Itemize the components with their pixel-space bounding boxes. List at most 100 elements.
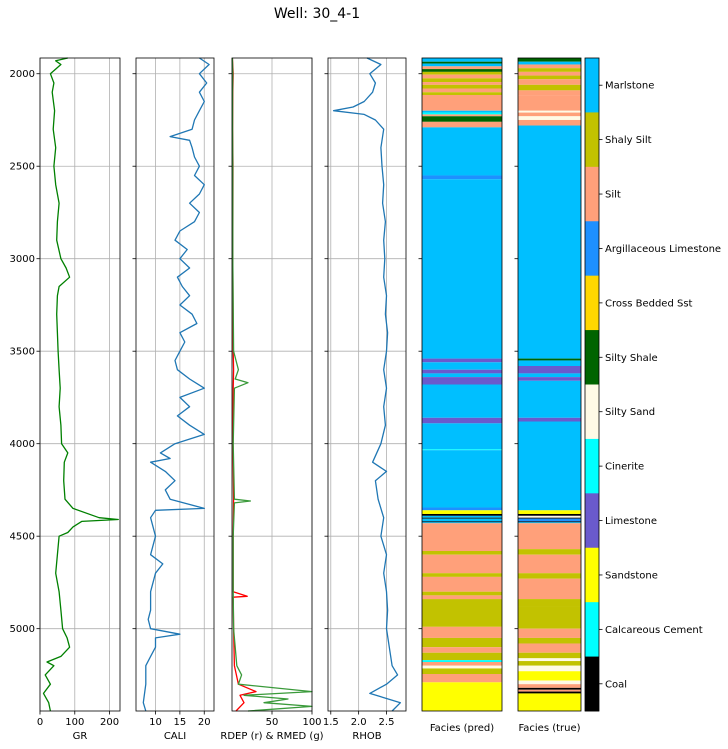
facies-interval [518, 693, 581, 711]
legend-swatch [585, 602, 599, 657]
track-gr: 2000 2500 3000 3500 4000 4500 5000 0 100 200 GR [10, 57, 121, 742]
x-tick-label: 10 [149, 717, 162, 728]
axes-frame [39, 57, 121, 712]
legend-entry: Sandstone [585, 547, 658, 603]
facies-interval [518, 517, 581, 519]
facies-interval [422, 515, 502, 518]
facies-interval [422, 114, 502, 117]
legend-swatch [585, 166, 599, 222]
facies-interval [518, 665, 581, 672]
axes-frame [327, 57, 407, 712]
facies-interval [518, 521, 581, 523]
legend-label: Argillaceous Limestone [605, 244, 721, 255]
facies-interval [518, 84, 581, 91]
facies-interval [518, 628, 581, 638]
facies-interval [422, 674, 502, 683]
x-tick-label: 100 [302, 717, 321, 728]
facies-interval [518, 79, 581, 85]
legend-swatch [585, 438, 599, 494]
facies-interval [518, 95, 581, 111]
depth-tick-label: 4000 [10, 439, 35, 450]
x-tick-label: 100 [65, 717, 84, 728]
x-axis-label: Facies (true) [518, 723, 580, 734]
axes-frame [231, 57, 313, 712]
facies-interval [518, 599, 581, 607]
x-tick-label: 2.5 [379, 717, 395, 728]
axes-frame [517, 57, 582, 712]
legend-swatch [585, 112, 599, 168]
legend-entry: Silty Shale [585, 330, 658, 385]
facies-interval [518, 90, 581, 96]
legend-entry: Cross Bedded Sst [585, 275, 693, 331]
facies-interval [518, 61, 581, 65]
facies-interval [422, 660, 502, 662]
facies-interval [518, 522, 581, 524]
track-rhob: 1.5 2.0 2.5 RHOB [323, 57, 407, 742]
facies-colorbar: Marlstone Shaly Silt Silt Argillaceous Lime… [584, 57, 721, 712]
legend-entry: Argillaceous Limestone [585, 221, 721, 277]
facies-interval [422, 517, 502, 519]
facies-interval [518, 523, 581, 550]
facies-interval [518, 110, 581, 113]
facies-interval [422, 591, 502, 596]
legend-label: Silty Sand [605, 407, 655, 418]
facies-interval [422, 647, 502, 653]
facies-interval [422, 110, 502, 113]
series-gr [42, 57, 119, 712]
x-tick-label: 20 [198, 717, 211, 728]
facies-interval [422, 510, 502, 514]
facies-interval [518, 68, 581, 72]
track-cali: 10 15 20 CALI [132, 57, 215, 742]
facies-interval [422, 84, 502, 89]
legend-swatch [585, 330, 599, 385]
x-tick-label: 2.0 [351, 717, 367, 728]
facies-interval [518, 680, 581, 685]
facies-interval [422, 550, 502, 555]
facies-interval [518, 125, 581, 359]
x-axis-label: GR [73, 731, 88, 742]
facies-interval [422, 626, 502, 638]
facies-interval [422, 362, 502, 370]
facies-interval [422, 88, 502, 93]
facies-interval [518, 377, 581, 381]
facies-interval [518, 510, 581, 514]
depth-tick-label: 2500 [10, 162, 35, 173]
depth-tick-label: 3000 [10, 254, 35, 265]
facies-interval [518, 358, 581, 361]
facies-interval [422, 449, 502, 451]
legend-entry: Silt [585, 166, 621, 222]
facies-interval [518, 671, 581, 681]
chart-title: Well: 30_4-1 [274, 6, 360, 22]
facies-interval [518, 687, 581, 690]
legend-swatch [585, 384, 599, 440]
facies-interval [518, 119, 581, 126]
legend-entry: Limestone [585, 493, 657, 549]
facies-interval [518, 689, 581, 692]
facies-interval [422, 95, 502, 111]
legend-label: Silty Shale [605, 353, 658, 364]
facies-interval [422, 69, 502, 72]
facies-interval [518, 513, 581, 516]
facies-interval [422, 576, 502, 592]
facies-interval [518, 549, 581, 555]
x-axis-label: RDEP (r) & RMED (g) [220, 731, 323, 742]
facies-interval [422, 92, 502, 95]
x-axis-label: Facies (pred) [430, 723, 494, 734]
x-tick-label: 200 [100, 717, 119, 728]
facies-interval [422, 358, 502, 363]
facies-interval [422, 82, 502, 85]
legend-swatch [585, 58, 599, 113]
facies-interval [518, 116, 581, 120]
depth-tick-label: 2000 [10, 69, 35, 80]
facies-interval [518, 360, 581, 366]
facies-interval [518, 643, 581, 653]
facies-interval [422, 66, 502, 70]
legend-entry: Marlstone [585, 58, 654, 113]
legend-entry: Cinerite [585, 438, 644, 494]
facies-interval [422, 595, 502, 600]
facies-interval [422, 417, 502, 424]
facies-tracks: Facies (pred) Facies (true) [418, 57, 582, 734]
facies-interval [518, 637, 581, 644]
facies-interval [422, 384, 502, 418]
facies-interval [422, 74, 502, 79]
